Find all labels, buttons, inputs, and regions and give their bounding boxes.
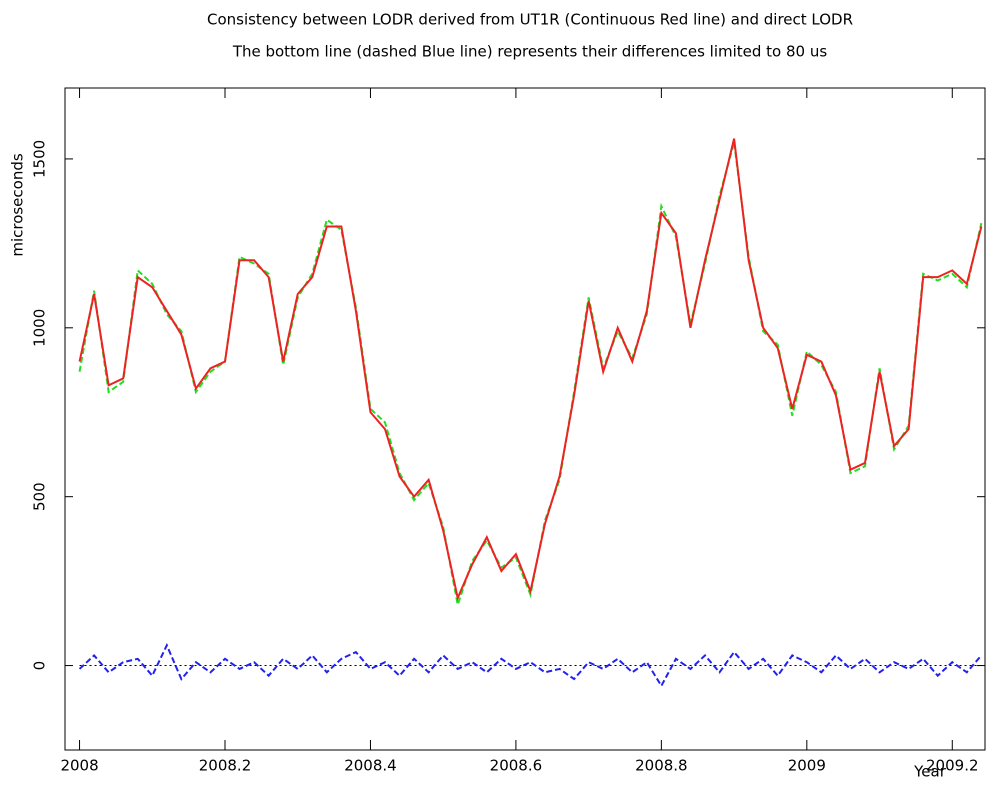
y-axis-label: microseconds — [9, 153, 27, 257]
y-tick-label: 1000 — [31, 309, 49, 347]
x-tick-label: 2009 — [788, 757, 826, 775]
y-tick-label: 0 — [31, 661, 49, 671]
x-tick-label: 2008.8 — [635, 757, 688, 775]
x-tick-label: 2008.4 — [344, 757, 397, 775]
data-line — [78, 141, 983, 606]
plot-frame — [64, 87, 986, 751]
y-tick-label: 500 — [31, 482, 49, 511]
chart-title: Consistency between LODR derived from UT… — [207, 11, 853, 29]
x-tick-label: 2008.6 — [490, 757, 543, 775]
x-axis-label: Year — [913, 763, 947, 781]
y-tick-label: 1500 — [31, 140, 49, 178]
chart-subtitle: The bottom line (dashed Blue line) repre… — [232, 43, 828, 61]
x-tick-label: 2008.2 — [199, 757, 252, 775]
data-line — [78, 138, 983, 602]
x-tick-label: 2009.2 — [926, 757, 979, 775]
x-tick-label: 2008 — [60, 757, 98, 775]
